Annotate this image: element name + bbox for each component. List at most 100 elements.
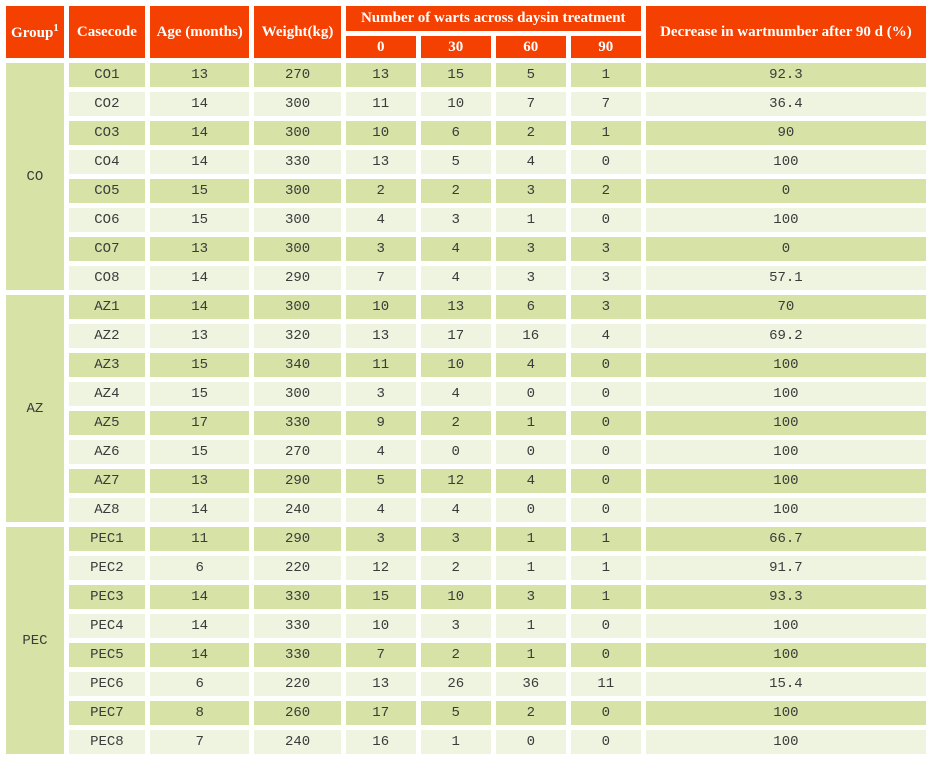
weight-cell: 240 <box>254 498 341 522</box>
warts-d0-cell: 3 <box>345 237 416 261</box>
table-header: Group1 Casecode Age (months) Weight(kg) … <box>6 6 926 58</box>
header-casecode: Casecode <box>68 6 145 58</box>
weight-cell: 320 <box>254 324 341 348</box>
age-cell: 15 <box>149 382 250 406</box>
header-group: Group1 <box>6 6 64 58</box>
age-cell: 14 <box>149 266 250 290</box>
warts-d30-cell: 15 <box>420 63 491 87</box>
warts-d30-cell: 10 <box>420 92 491 116</box>
decrease-cell: 100 <box>645 440 926 464</box>
warts-d30-cell: 2 <box>420 411 491 435</box>
warts-d0-cell: 4 <box>345 208 416 232</box>
warts-d0-cell: 3 <box>345 382 416 406</box>
weight-cell: 300 <box>254 382 341 406</box>
decrease-cell: 100 <box>645 208 926 232</box>
weight-cell: 330 <box>254 585 341 609</box>
age-cell: 6 <box>149 672 250 696</box>
warts-d30-cell: 4 <box>420 237 491 261</box>
age-cell: 11 <box>149 527 250 551</box>
table-row: PEC2 6 220 12 2 1 1 91.7 <box>6 556 926 580</box>
weight-cell: 270 <box>254 440 341 464</box>
header-age: Age (months) <box>149 6 250 58</box>
weight-cell: 300 <box>254 295 341 319</box>
warts-d90-cell: 7 <box>570 92 641 116</box>
table-row: AZ8 14 240 4 4 0 0 100 <box>6 498 926 522</box>
casecode-cell: AZ5 <box>68 411 145 435</box>
age-cell: 14 <box>149 585 250 609</box>
weight-cell: 270 <box>254 63 341 87</box>
casecode-cell: AZ7 <box>68 469 145 493</box>
warts-d30-cell: 26 <box>420 672 491 696</box>
warts-d30-cell: 10 <box>420 585 491 609</box>
group-footnote-mark: 1 <box>53 22 59 34</box>
warts-d90-cell: 0 <box>570 614 641 638</box>
weight-cell: 300 <box>254 92 341 116</box>
warts-d60-cell: 16 <box>495 324 566 348</box>
warts-d0-cell: 7 <box>345 266 416 290</box>
age-cell: 14 <box>149 150 250 174</box>
decrease-cell: 100 <box>645 730 926 754</box>
warts-d0-cell: 11 <box>345 353 416 377</box>
warts-d30-cell: 2 <box>420 179 491 203</box>
warts-d90-cell: 2 <box>570 179 641 203</box>
table-row: CO2 14 300 11 10 7 7 36.4 <box>6 92 926 116</box>
casecode-cell: CO7 <box>68 237 145 261</box>
warts-d0-cell: 10 <box>345 121 416 145</box>
warts-d60-cell: 0 <box>495 730 566 754</box>
casecode-cell: CO6 <box>68 208 145 232</box>
weight-cell: 330 <box>254 643 341 667</box>
header-day-90: 90 <box>570 36 641 58</box>
warts-d60-cell: 0 <box>495 440 566 464</box>
casecode-cell: PEC4 <box>68 614 145 638</box>
warts-d0-cell: 5 <box>345 469 416 493</box>
warts-d60-cell: 0 <box>495 498 566 522</box>
warts-d90-cell: 0 <box>570 411 641 435</box>
casecode-cell: PEC8 <box>68 730 145 754</box>
warts-d60-cell: 1 <box>495 411 566 435</box>
warts-d90-cell: 0 <box>570 208 641 232</box>
decrease-cell: 15.4 <box>645 672 926 696</box>
weight-cell: 220 <box>254 556 341 580</box>
weight-cell: 290 <box>254 469 341 493</box>
table-row: CO5 15 300 2 2 3 2 0 <box>6 179 926 203</box>
table-row: PEC4 14 330 10 3 1 0 100 <box>6 614 926 638</box>
warts-d90-cell: 3 <box>570 295 641 319</box>
decrease-cell: 57.1 <box>645 266 926 290</box>
warts-d90-cell: 3 <box>570 266 641 290</box>
decrease-cell: 100 <box>645 411 926 435</box>
age-cell: 15 <box>149 353 250 377</box>
decrease-cell: 0 <box>645 237 926 261</box>
decrease-cell: 70 <box>645 295 926 319</box>
warts-d30-cell: 3 <box>420 527 491 551</box>
warts-d60-cell: 4 <box>495 150 566 174</box>
age-cell: 14 <box>149 643 250 667</box>
weight-cell: 300 <box>254 179 341 203</box>
age-cell: 8 <box>149 701 250 725</box>
table-row: AZ3 15 340 11 10 4 0 100 <box>6 353 926 377</box>
warts-d60-cell: 3 <box>495 585 566 609</box>
weight-cell: 330 <box>254 614 341 638</box>
age-cell: 13 <box>149 63 250 87</box>
casecode-cell: CO3 <box>68 121 145 145</box>
warts-d60-cell: 6 <box>495 295 566 319</box>
decrease-cell: 66.7 <box>645 527 926 551</box>
warts-d60-cell: 1 <box>495 208 566 232</box>
warts-d90-cell: 0 <box>570 643 641 667</box>
warts-d0-cell: 9 <box>345 411 416 435</box>
decrease-cell: 91.7 <box>645 556 926 580</box>
header-weight: Weight(kg) <box>254 6 341 58</box>
warts-d60-cell: 1 <box>495 556 566 580</box>
weight-cell: 240 <box>254 730 341 754</box>
decrease-cell: 100 <box>645 150 926 174</box>
warts-d0-cell: 10 <box>345 614 416 638</box>
warts-d0-cell: 12 <box>345 556 416 580</box>
warts-d0-cell: 17 <box>345 701 416 725</box>
table-row: CO CO1 13 270 13 15 5 1 92.3 <box>6 63 926 290</box>
decrease-cell: 92.3 <box>645 63 926 87</box>
decrease-cell: 93.3 <box>645 585 926 609</box>
age-cell: 15 <box>149 208 250 232</box>
warts-d0-cell: 16 <box>345 730 416 754</box>
warts-d30-cell: 12 <box>420 469 491 493</box>
warts-d30-cell: 3 <box>420 208 491 232</box>
decrease-cell: 69.2 <box>645 324 926 348</box>
